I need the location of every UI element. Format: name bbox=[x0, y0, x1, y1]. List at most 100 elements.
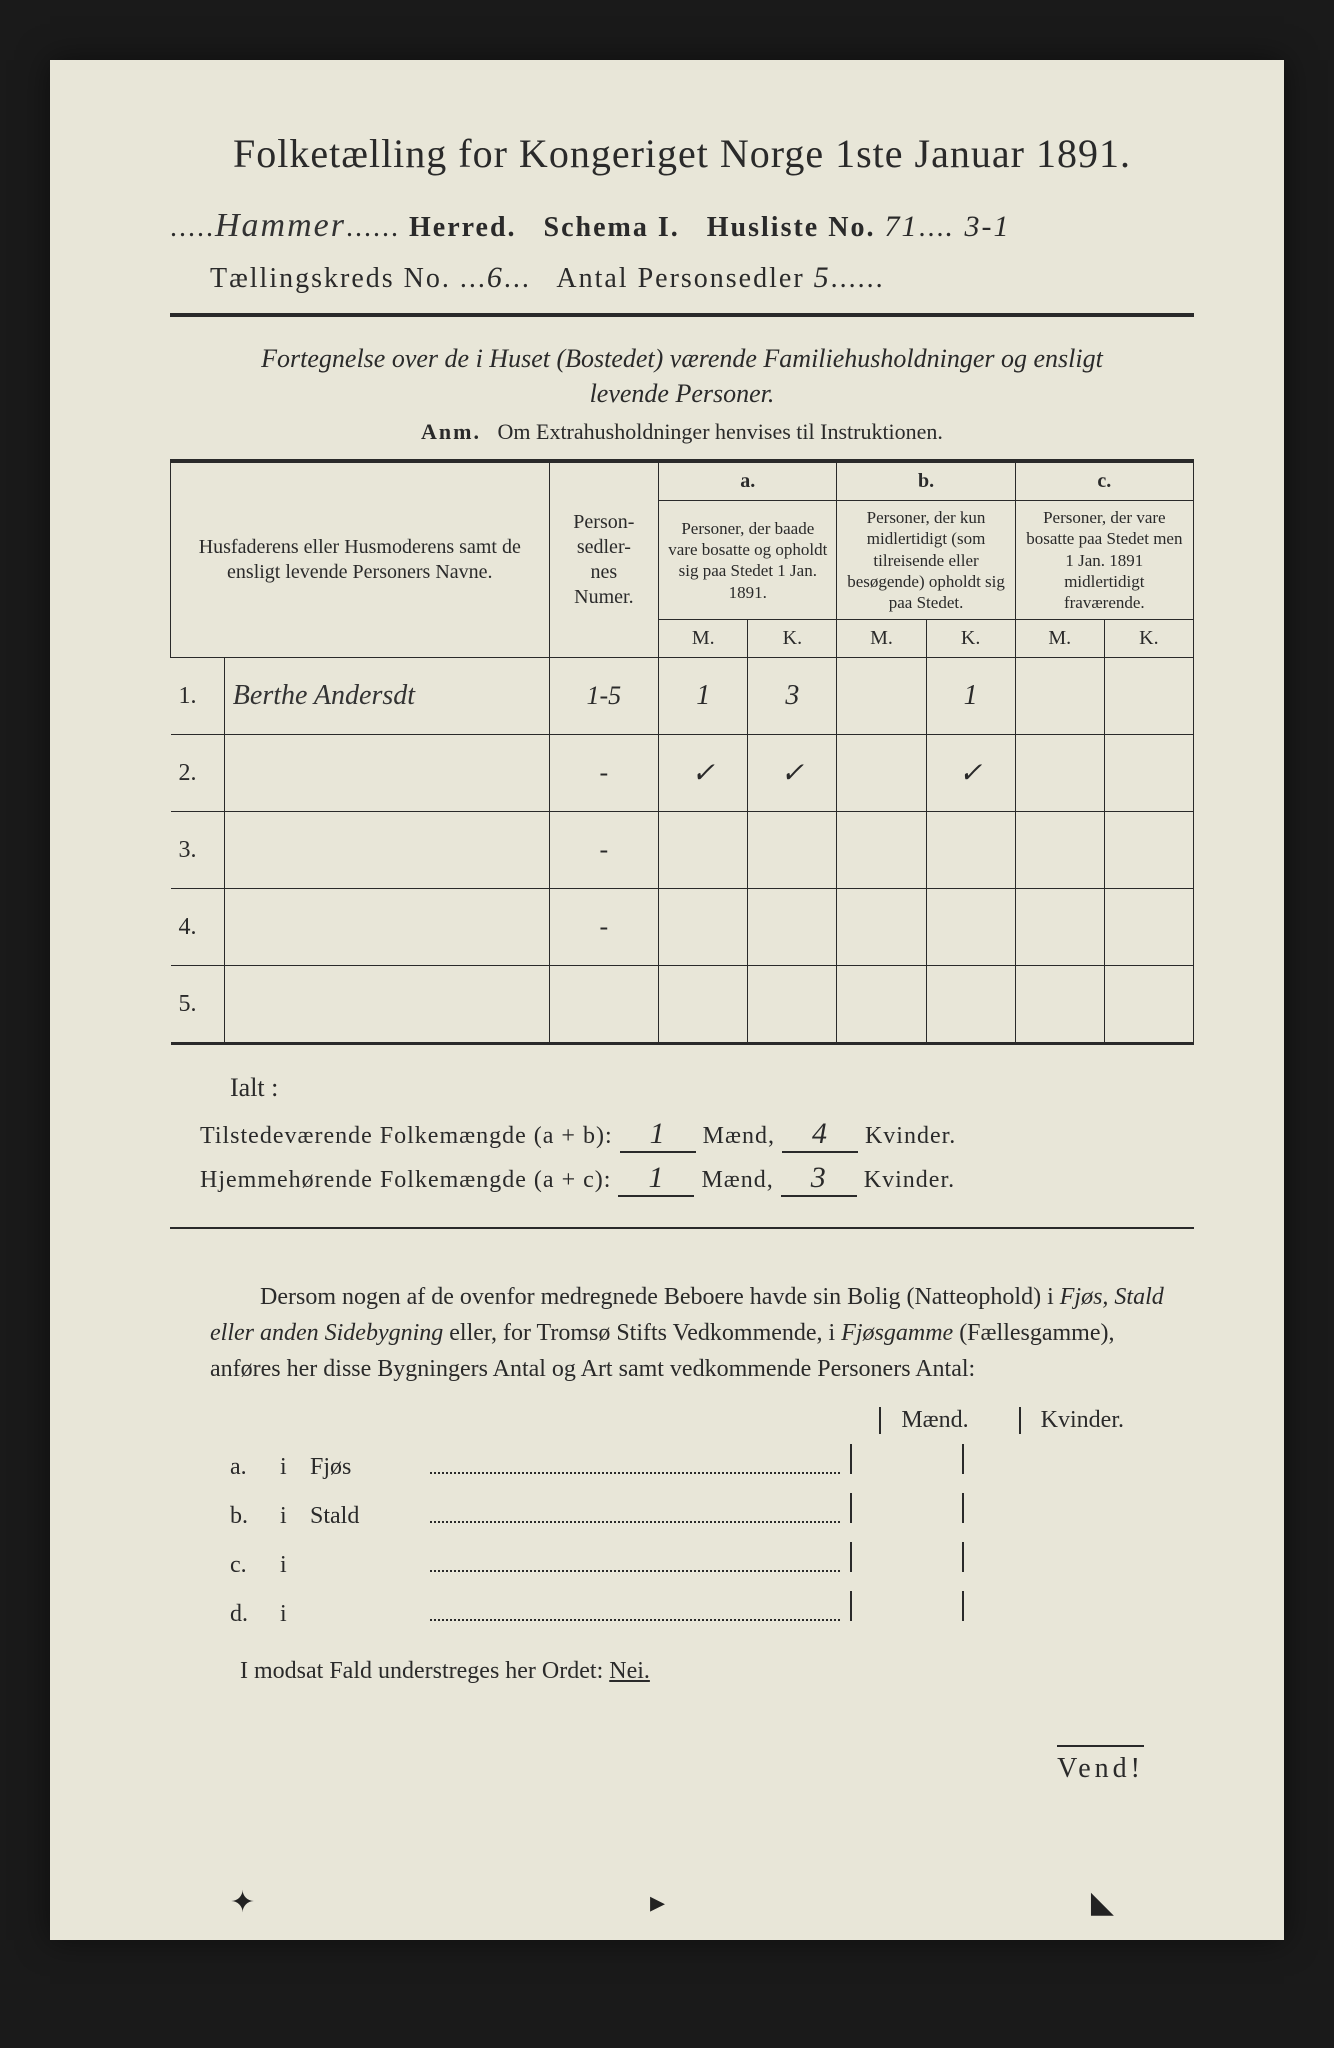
abcd-i: i bbox=[280, 1601, 310, 1628]
dots-fill bbox=[430, 1521, 840, 1523]
vline bbox=[850, 1591, 962, 1621]
vend-label: Vend! bbox=[1057, 1745, 1144, 1785]
abcd-row: d.i bbox=[230, 1591, 1194, 1628]
row-name bbox=[224, 812, 549, 889]
col-c-desc: Personer, der vare bosatte paa Stedet me… bbox=[1015, 501, 1193, 620]
sum-line-2: Hjemmehørende Folkemængde (a + c): 1 Mæn… bbox=[200, 1161, 1194, 1197]
row-ck bbox=[1104, 658, 1193, 735]
kreds-label: Tællingskreds No. bbox=[210, 263, 451, 294]
page-title: Folketælling for Kongeriget Norge 1ste J… bbox=[170, 130, 1194, 177]
vline bbox=[962, 1493, 1074, 1523]
abcd-row: c.i bbox=[230, 1542, 1194, 1579]
abcd-i: i bbox=[280, 1454, 310, 1481]
content-area: Folketælling for Kongeriget Norge 1ste J… bbox=[50, 60, 1284, 1825]
abcd-i: i bbox=[280, 1552, 310, 1579]
row-bm bbox=[837, 735, 926, 812]
row-cm bbox=[1015, 889, 1104, 966]
nei-word: Nei. bbox=[609, 1658, 650, 1684]
col-b-desc: Personer, der kun midlertidigt (som tilr… bbox=[837, 501, 1015, 620]
row-am bbox=[659, 889, 748, 966]
mark-icon: ◣ bbox=[1091, 1885, 1114, 1920]
abcd-type: Fjøs bbox=[310, 1454, 430, 1481]
row-pnum: - bbox=[549, 889, 659, 966]
row-bk: ✓ bbox=[926, 735, 1015, 812]
row-num: 4. bbox=[171, 889, 225, 966]
vline bbox=[850, 1493, 962, 1523]
row-name bbox=[224, 966, 549, 1044]
col-name-header: Husfaderens eller Husmoderens samt de en… bbox=[171, 461, 550, 658]
maend-label: Mænd, bbox=[703, 1123, 775, 1149]
row-name bbox=[224, 889, 549, 966]
paragraph: Dersom nogen af de ovenfor medregnede Be… bbox=[210, 1279, 1174, 1387]
a-m: M. bbox=[659, 620, 748, 658]
vline bbox=[962, 1542, 1074, 1572]
row-cm bbox=[1015, 735, 1104, 812]
vline bbox=[850, 1542, 962, 1572]
kreds-no: 6 bbox=[487, 261, 504, 294]
abcd-i: i bbox=[280, 1503, 310, 1530]
row-ak: 3 bbox=[748, 658, 837, 735]
row-ck bbox=[1104, 735, 1193, 812]
row-bm bbox=[837, 889, 926, 966]
table-row: 5. bbox=[171, 966, 1194, 1044]
col-a-head: a. bbox=[659, 461, 837, 501]
abcd-label: b. bbox=[230, 1503, 280, 1530]
table-row: 1.Berthe Andersdt1-5131 bbox=[171, 658, 1194, 735]
vline bbox=[962, 1591, 1074, 1621]
row-bk bbox=[926, 966, 1015, 1044]
row-am bbox=[659, 812, 748, 889]
col-b-head: b. bbox=[837, 461, 1015, 501]
row-num: 5. bbox=[171, 966, 225, 1044]
c-m: M. bbox=[1015, 620, 1104, 658]
row-ak: ✓ bbox=[748, 735, 837, 812]
row-am bbox=[659, 966, 748, 1044]
header-line-2: Tællingskreds No. ...6... Antal Personse… bbox=[210, 261, 1194, 295]
row-pnum bbox=[549, 966, 659, 1044]
col-a-desc: Personer, der baade vare bosatte og opho… bbox=[659, 501, 837, 620]
husliste-suffix: . 3-1 bbox=[945, 210, 1010, 243]
table-row: 4. - bbox=[171, 889, 1194, 966]
dots-fill bbox=[430, 1570, 840, 1572]
herred-label: Herred. bbox=[409, 212, 517, 243]
nei-line: I modsat Fald understreges her Ordet: Ne… bbox=[240, 1658, 1194, 1685]
mark-icon: ✦ bbox=[230, 1885, 255, 1920]
kvinder-label: Kvinder. bbox=[865, 1123, 956, 1149]
sum2-k: 3 bbox=[781, 1161, 857, 1197]
anm-label: Anm. bbox=[421, 419, 481, 444]
dots-fill bbox=[430, 1619, 840, 1621]
b-k: K. bbox=[926, 620, 1015, 658]
ialt-label: Ialt : bbox=[230, 1073, 1194, 1103]
dots-fill bbox=[430, 1472, 840, 1474]
c-k: K. bbox=[1104, 620, 1193, 658]
sum-line-1: Tilstedeværende Folkemængde (a + b): 1 M… bbox=[200, 1117, 1194, 1153]
table-row: 3. - bbox=[171, 812, 1194, 889]
row-ak bbox=[748, 889, 837, 966]
row-num: 2. bbox=[171, 735, 225, 812]
row-ck bbox=[1104, 889, 1193, 966]
sum1-label: Tilstedeværende Folkemængde (a + b): bbox=[200, 1123, 613, 1149]
row-ak bbox=[748, 966, 837, 1044]
abcd-label: a. bbox=[230, 1454, 280, 1481]
row-num: 3. bbox=[171, 812, 225, 889]
row-am: 1 bbox=[659, 658, 748, 735]
row-name bbox=[224, 735, 549, 812]
row-ck bbox=[1104, 812, 1193, 889]
row-pnum: - bbox=[549, 812, 659, 889]
antal-label: Antal Personsedler bbox=[556, 263, 804, 294]
row-ak bbox=[748, 812, 837, 889]
row-cm bbox=[1015, 966, 1104, 1044]
maend-col: Mænd. bbox=[879, 1407, 988, 1434]
row-am: ✓ bbox=[659, 735, 748, 812]
abcd-label: c. bbox=[230, 1552, 280, 1579]
subtitle: Fortegnelse over de i Huset (Bostedet) v… bbox=[230, 341, 1134, 411]
row-cm bbox=[1015, 812, 1104, 889]
row-bk bbox=[926, 889, 1015, 966]
vline bbox=[850, 1444, 962, 1474]
a-k: K. bbox=[748, 620, 837, 658]
abcd-row: a.iFjøs bbox=[230, 1444, 1194, 1481]
vline bbox=[962, 1444, 1074, 1474]
maend-label-2: Mænd, bbox=[701, 1167, 773, 1193]
sum2-label: Hjemmehørende Folkemængde (a + c): bbox=[200, 1167, 611, 1193]
kvinder-label-2: Kvinder. bbox=[864, 1167, 955, 1193]
sum1-k: 4 bbox=[782, 1117, 858, 1153]
